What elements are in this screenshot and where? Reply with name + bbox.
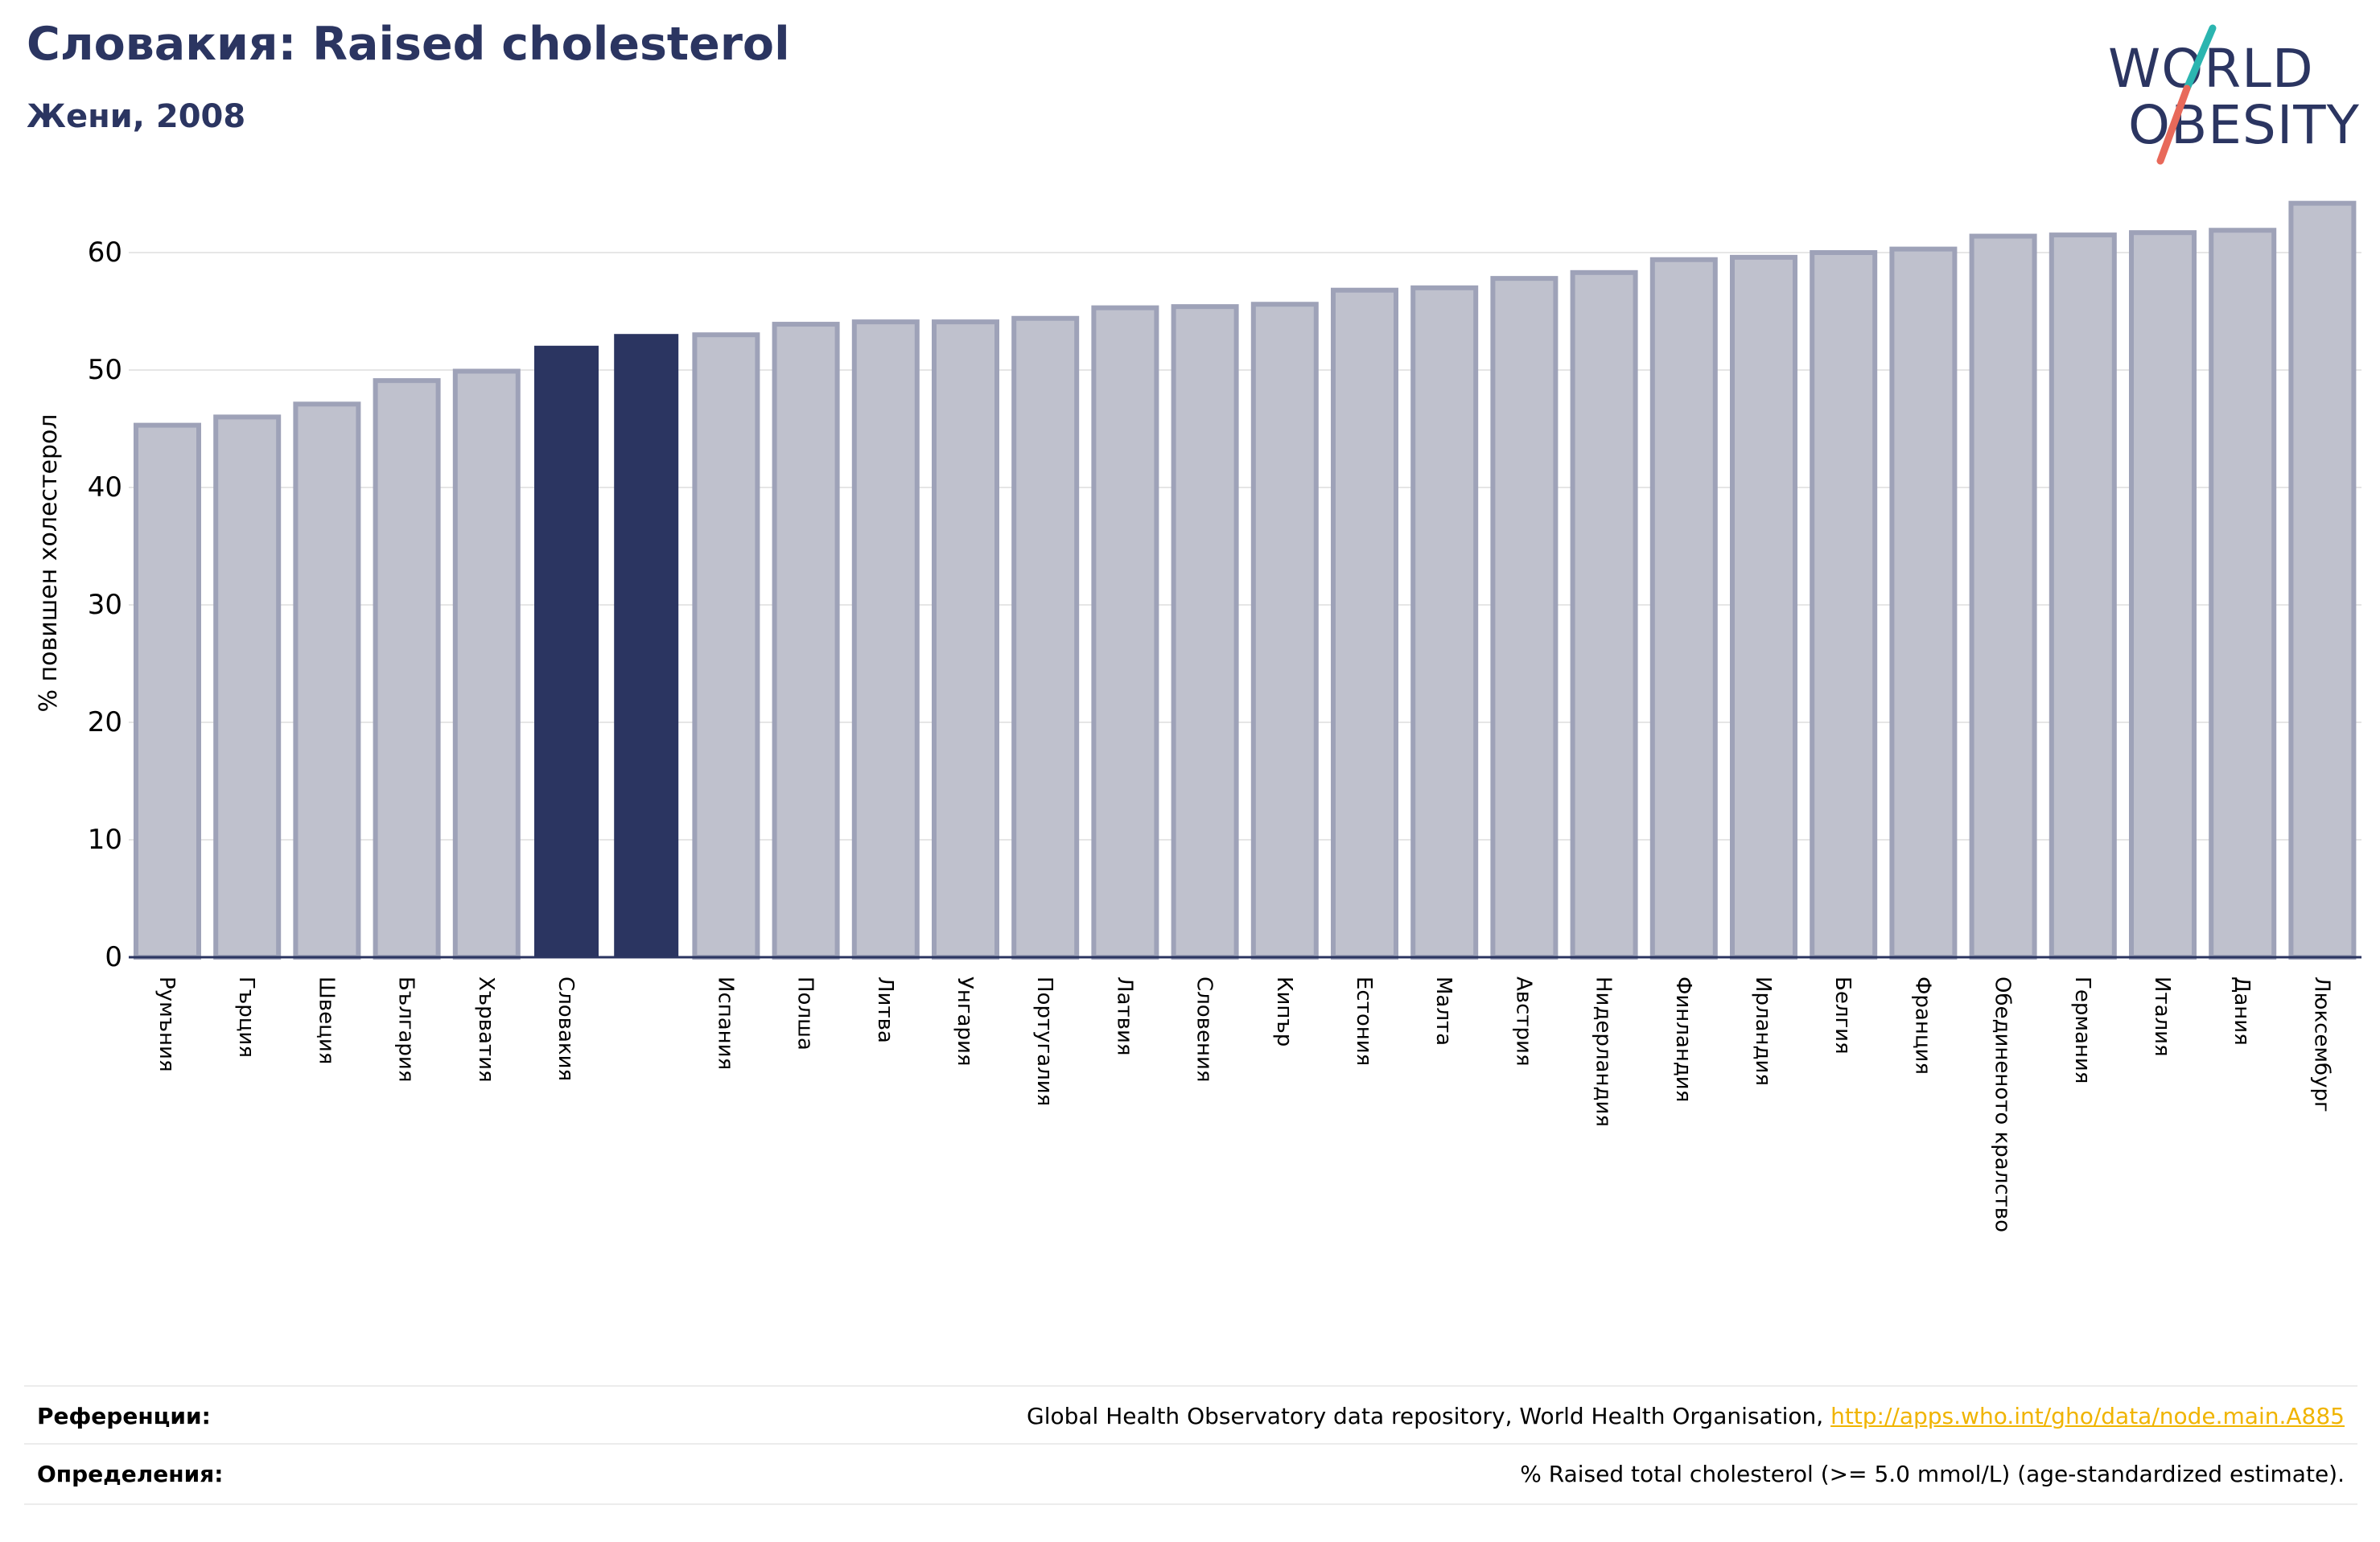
bar xyxy=(2288,200,2357,960)
x-tick-label: Франция xyxy=(1910,977,1934,1075)
x-tick-label: Гърция xyxy=(234,977,258,1058)
bar xyxy=(772,322,840,960)
world-obesity-logo[interactable]: WORLD OBESITY xyxy=(2092,20,2366,169)
bar xyxy=(1011,315,1080,960)
x-tick-label: Унгария xyxy=(953,977,977,1066)
bar xyxy=(452,368,521,960)
x-tick-label: Финландия xyxy=(1671,977,1695,1102)
bar xyxy=(1969,233,2037,960)
footer-divider xyxy=(24,1503,2357,1505)
y-tick-label: 0 xyxy=(105,941,122,973)
bar xyxy=(1649,257,1718,960)
bar xyxy=(692,332,760,960)
references-value: Global Health Observatory data repositor… xyxy=(1027,1403,2345,1429)
y-tick-label: 60 xyxy=(88,236,122,269)
bar xyxy=(1331,287,1398,960)
x-tick-label: Хърватия xyxy=(474,977,498,1083)
x-tick-label: Латвия xyxy=(1112,977,1136,1056)
bar xyxy=(1171,304,1239,960)
bar xyxy=(534,345,599,958)
bar xyxy=(1410,285,1479,960)
x-tick-label: Португалия xyxy=(1032,977,1056,1106)
x-tick-label: Обединеното кралство xyxy=(1991,977,2015,1232)
axes: 0 10 20 30 40 50 60 Румъния Гърция Швеция България… xyxy=(88,236,2361,1232)
bar xyxy=(1250,302,1319,960)
bar xyxy=(2049,232,2117,960)
bar xyxy=(1810,250,1878,960)
bar xyxy=(2209,228,2277,960)
x-tick-label: Германия xyxy=(2070,977,2094,1084)
bar xyxy=(1490,276,1559,960)
x-tick-label: България xyxy=(394,977,418,1082)
bar xyxy=(1889,246,1958,960)
bars xyxy=(134,200,2357,960)
bar xyxy=(134,422,201,960)
references-label: Референции: xyxy=(37,1403,211,1429)
y-tick-label: 40 xyxy=(88,471,122,504)
x-tick-label: Естония xyxy=(1352,977,1376,1066)
x-tick-label: Полша xyxy=(793,977,817,1051)
x-tick-label: Нидерландия xyxy=(1591,977,1616,1127)
x-tick-label: Ирландия xyxy=(1751,977,1775,1086)
bar xyxy=(851,319,920,960)
logo-text-world: WORLD xyxy=(2108,38,2314,100)
x-tick-label: Словения xyxy=(1192,977,1217,1083)
bar xyxy=(614,334,679,958)
definitions-label: Определения: xyxy=(37,1461,224,1487)
bar xyxy=(932,319,999,960)
x-tick-label: Малта xyxy=(1431,977,1456,1046)
x-tick-label: Италия xyxy=(2150,977,2174,1057)
bar-chart: 0 10 20 30 40 50 60 Румъния Гърция Швеция България… xyxy=(35,200,2361,1232)
bar xyxy=(2129,230,2197,960)
x-tick-label: Словакия xyxy=(554,977,578,1081)
references-text: Global Health Observatory data repositor… xyxy=(1027,1403,1831,1429)
x-tick-label: Австрия xyxy=(1511,977,1535,1067)
x-tick-label: Швеция xyxy=(314,977,338,1064)
bar xyxy=(1091,305,1159,960)
bar xyxy=(293,401,361,960)
y-tick-label: 20 xyxy=(88,706,122,738)
x-tick-label: Дания xyxy=(2230,977,2254,1046)
x-tick-label: Испания xyxy=(713,977,737,1070)
logo-slash-icon xyxy=(2156,24,2217,165)
x-tick-label: Литва xyxy=(873,977,897,1043)
bar xyxy=(1570,269,1638,960)
y-tick-label: 30 xyxy=(88,589,122,621)
definitions-value: % Raised total cholesterol (>= 5.0 mmol/… xyxy=(1520,1461,2345,1487)
bar xyxy=(213,414,282,960)
bar xyxy=(373,378,441,960)
definitions-row: Определения: % Raised total cholesterol … xyxy=(24,1443,2357,1501)
references-link[interactable]: http://apps.who.int/gho/data/node.main.A… xyxy=(1830,1403,2345,1429)
y-tick-label: 50 xyxy=(88,354,122,386)
x-tick-label: Люксембург xyxy=(2309,977,2333,1112)
page-title: Словакия: Raised cholesterol xyxy=(27,18,790,71)
x-tick-label: Румъния xyxy=(154,977,179,1072)
x-tick-label: Кипър xyxy=(1272,977,1296,1047)
y-axis-label: % повишен холестерол xyxy=(35,414,63,713)
y-tick-label: 10 xyxy=(88,824,122,856)
bar xyxy=(1730,254,1797,960)
references-row: Референции: Global Health Observatory da… xyxy=(24,1385,2357,1443)
x-tick-label: Белгия xyxy=(1830,977,1855,1055)
page-subtitle: Жени, 2008 xyxy=(27,98,246,135)
